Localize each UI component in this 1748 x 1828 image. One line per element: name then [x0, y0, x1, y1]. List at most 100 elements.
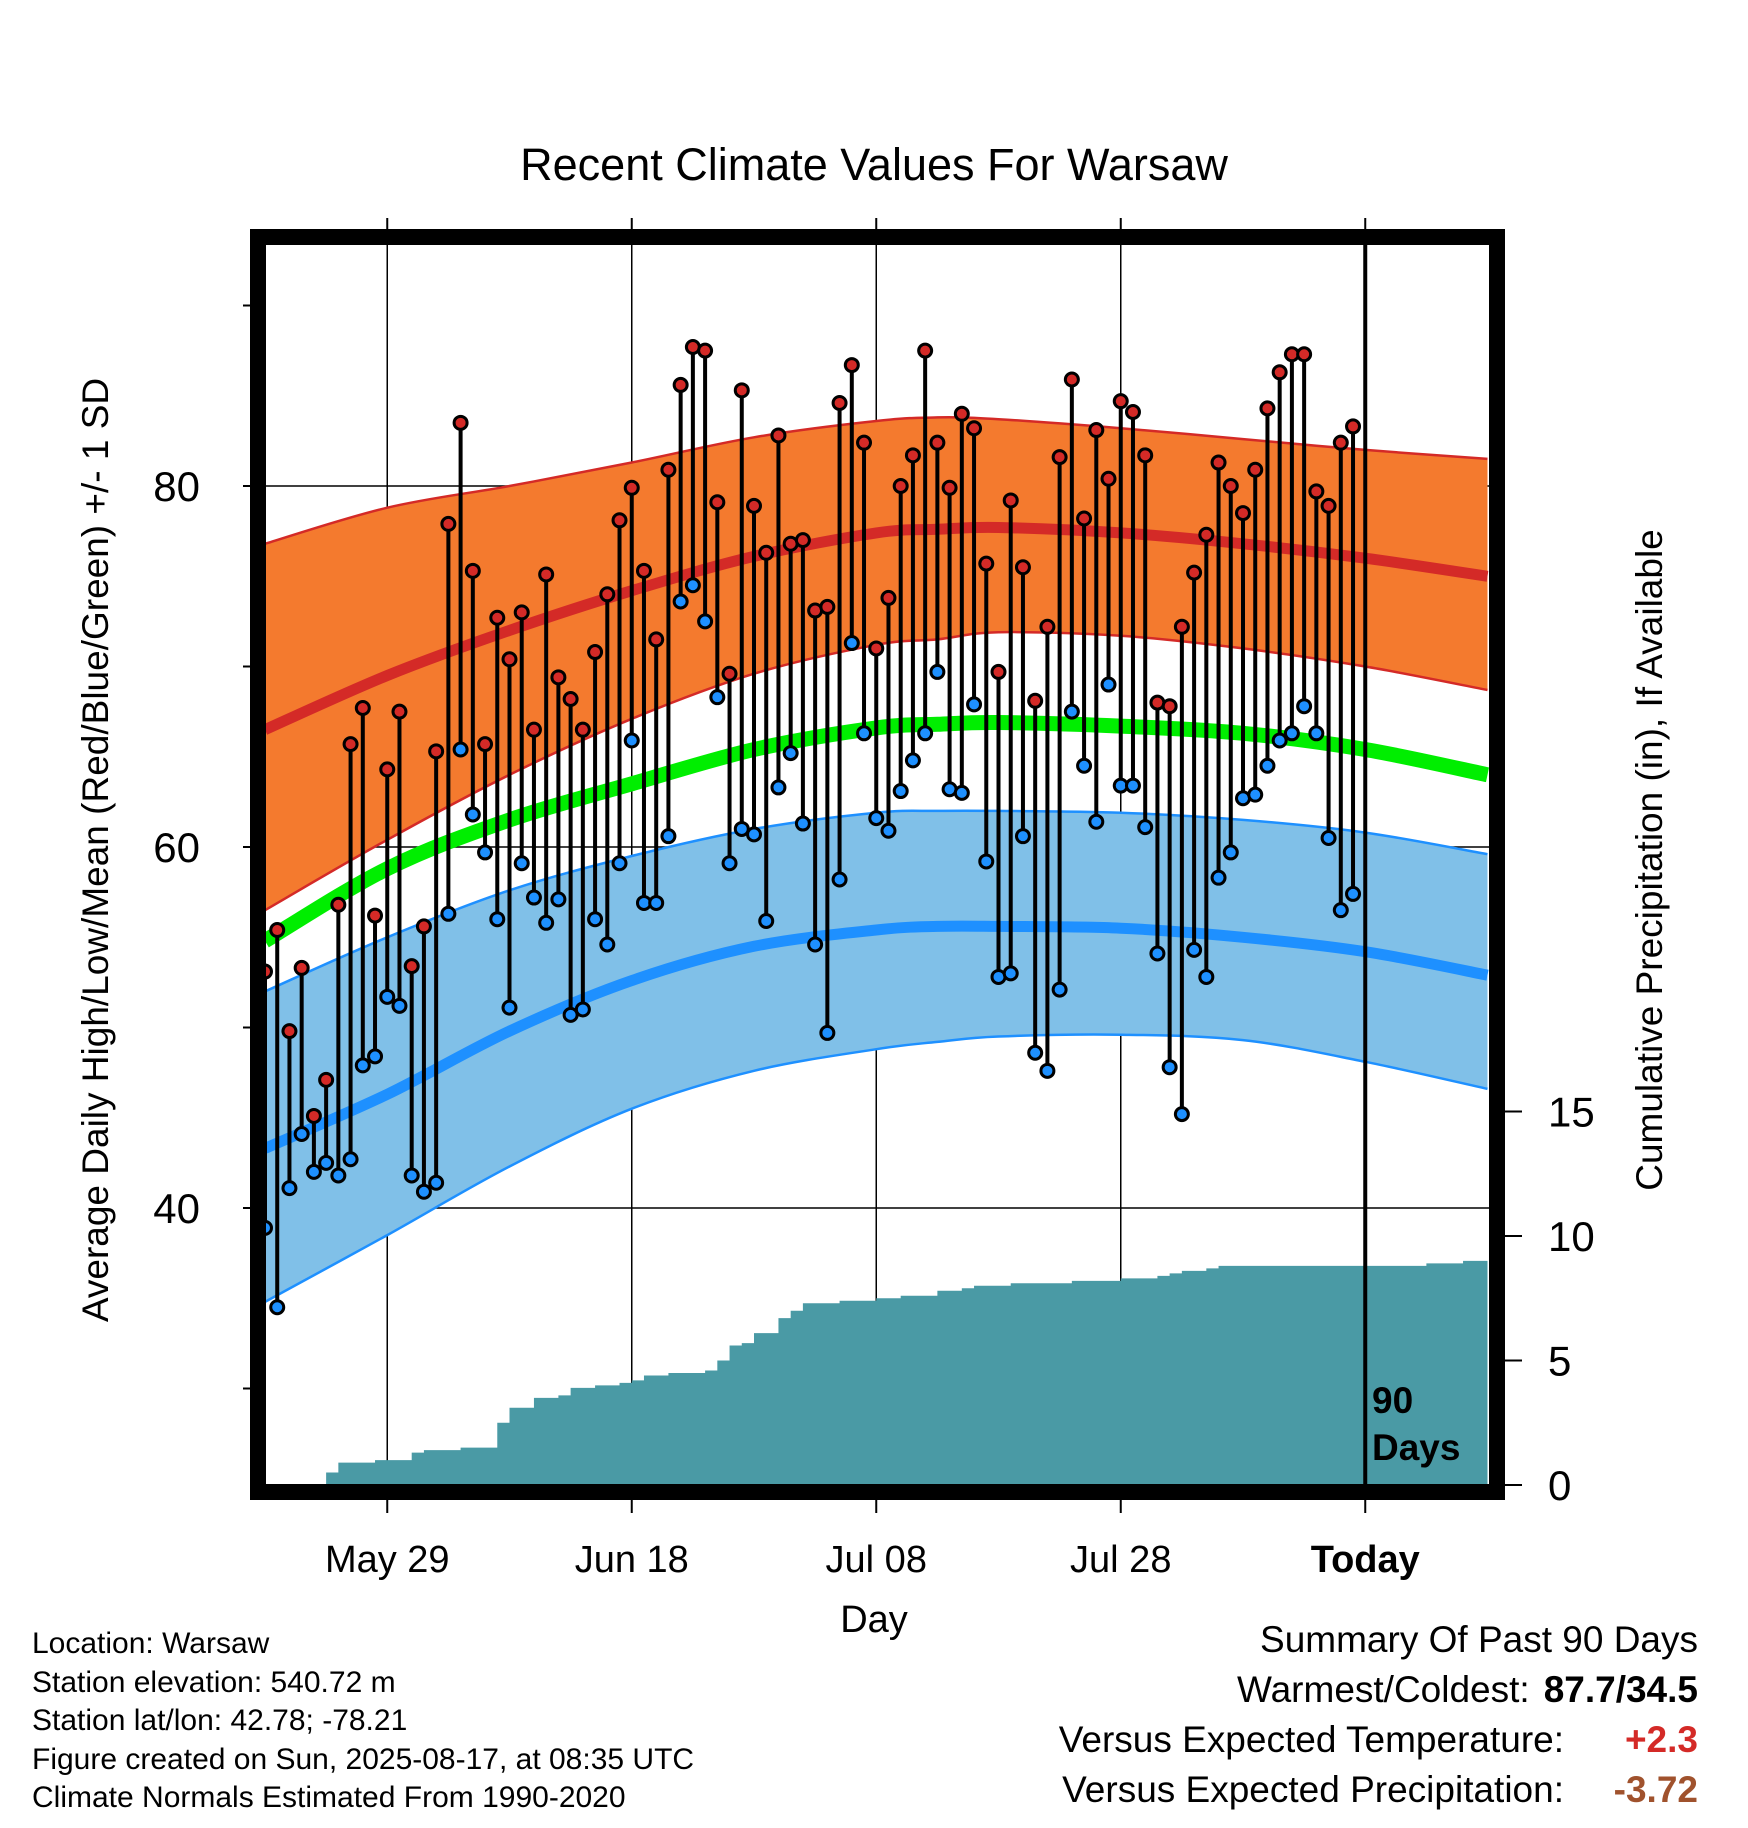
daily-low-point — [978, 853, 995, 870]
daily-high-point — [379, 761, 396, 778]
summary-precip-row: Versus Expected Precipitation: -3.72 — [1059, 1765, 1698, 1815]
high-normal-band-lower-edge — [264, 630, 1488, 912]
daily-low-point — [1137, 819, 1154, 836]
daily-high-point — [721, 665, 738, 682]
daily-low-point — [391, 997, 408, 1014]
daily-low-point — [293, 1125, 310, 1142]
low-normal-line — [262, 920, 1489, 1154]
daily-high-point — [489, 609, 506, 626]
daily-low-point — [281, 1180, 298, 1197]
daily-high-point — [342, 736, 359, 753]
daily-low-point — [354, 1057, 371, 1074]
daily-high-point — [501, 651, 518, 668]
elevation-text: Station elevation: 540.72 m — [32, 1665, 396, 1699]
today-days-label-number: 90 — [1372, 1380, 1413, 1421]
daily-high-point — [367, 907, 384, 924]
daily-low-point — [1173, 1106, 1190, 1123]
daily-low-point — [1198, 968, 1215, 985]
daily-high-point — [831, 394, 848, 411]
daily-high-point — [709, 494, 726, 511]
daily-low-point — [868, 810, 885, 827]
daily-high-point — [1076, 510, 1093, 527]
x-tick-label: Jun 18 — [575, 1539, 689, 1581]
daily-low-point — [684, 577, 701, 594]
daily-high-point — [318, 1071, 335, 1088]
daily-high-point — [1186, 564, 1203, 581]
daily-high-point — [574, 721, 591, 738]
y2-axis-label: Cumulative Precipitation (in), If Availa… — [1629, 529, 1670, 1191]
daily-high-point — [794, 532, 811, 549]
daily-high-point — [892, 478, 909, 494]
y-tick-label: 60 — [153, 824, 200, 871]
low-normal-band-upper-edge — [264, 809, 1488, 993]
daily-low-point — [1027, 1044, 1044, 1061]
daily-low-point — [452, 741, 469, 758]
daily-high-point — [452, 414, 469, 431]
daily-high-point — [513, 604, 530, 621]
daily-high-point — [623, 479, 640, 496]
x-tick-label: Jul 08 — [826, 1539, 927, 1581]
daily-low-point — [501, 999, 518, 1016]
daily-high-point — [660, 461, 677, 478]
daily-low-point — [856, 725, 873, 742]
daily-low-point — [1332, 902, 1349, 919]
daily-high-point — [733, 382, 750, 399]
daily-high-point — [1296, 346, 1313, 363]
daily-high-point — [672, 376, 689, 393]
daily-low-point — [1247, 786, 1264, 803]
daily-low-point — [819, 1024, 836, 1041]
daily-high-point — [1137, 447, 1154, 464]
daily-high-point — [1014, 559, 1031, 576]
daily-low-point — [721, 855, 738, 872]
daily-high-point — [978, 555, 995, 572]
daily-low-point — [330, 1167, 347, 1184]
daily-high-point — [611, 512, 628, 529]
daily-high-point — [403, 958, 420, 975]
precipitation-area — [289, 1258, 1488, 1485]
daily-high-point — [770, 427, 787, 444]
daily-low-point — [697, 613, 714, 630]
normals-text: Climate Normals Estimated From 1990-2020 — [32, 1781, 626, 1814]
daily-high-point — [1063, 371, 1080, 388]
daily-low-point — [1296, 698, 1313, 715]
daily-low-point — [904, 752, 921, 769]
y-tick-label: 40 — [153, 1185, 200, 1232]
daily-low-point — [342, 1151, 359, 1168]
daily-high-point — [415, 918, 432, 935]
daily-low-point — [1124, 777, 1141, 794]
y2-tick-label: 0 — [1548, 1462, 1571, 1509]
daily-high-point — [819, 598, 836, 615]
daily-low-point — [880, 822, 897, 839]
daily-high-point — [550, 669, 567, 686]
daily-high-point — [1345, 418, 1362, 435]
daily-low-point — [892, 783, 909, 800]
temp-value: +2.3 — [1624, 1719, 1698, 1760]
daily-high-point — [635, 562, 652, 579]
y2-tick-label: 15 — [1548, 1089, 1595, 1136]
daily-low-point — [611, 855, 628, 872]
daily-high-point — [1308, 483, 1325, 500]
daily-high-point — [525, 721, 542, 738]
daily-high-point — [917, 342, 934, 359]
warmest-value: 87.7/34.5 — [1543, 1669, 1698, 1710]
daily-high-point — [856, 434, 873, 451]
daily-high-point — [464, 562, 481, 579]
daily-high-point — [330, 896, 347, 913]
daily-low-point — [525, 889, 542, 906]
summary-heading: Summary Of Past 90 Days — [1260, 1619, 1698, 1660]
daily-high-point — [1210, 454, 1227, 471]
daily-low-point — [672, 593, 689, 610]
daily-high-point — [1027, 692, 1044, 709]
daily-low-point — [1222, 844, 1239, 861]
daily-low-point — [1320, 829, 1337, 846]
daily-high-point — [1247, 461, 1264, 478]
daily-low-point — [953, 784, 970, 801]
daily-high-point — [953, 405, 970, 422]
y-axis-label: Average Daily High/Low/Mean (Red/Blue/Gr… — [75, 378, 116, 1322]
daily-high-point — [538, 566, 555, 583]
daily-high-point — [281, 1023, 298, 1040]
daily-low-point — [1088, 813, 1105, 830]
daily-low-point — [403, 1167, 420, 1184]
daily-low-point — [807, 936, 824, 953]
daily-low-point — [440, 905, 457, 922]
